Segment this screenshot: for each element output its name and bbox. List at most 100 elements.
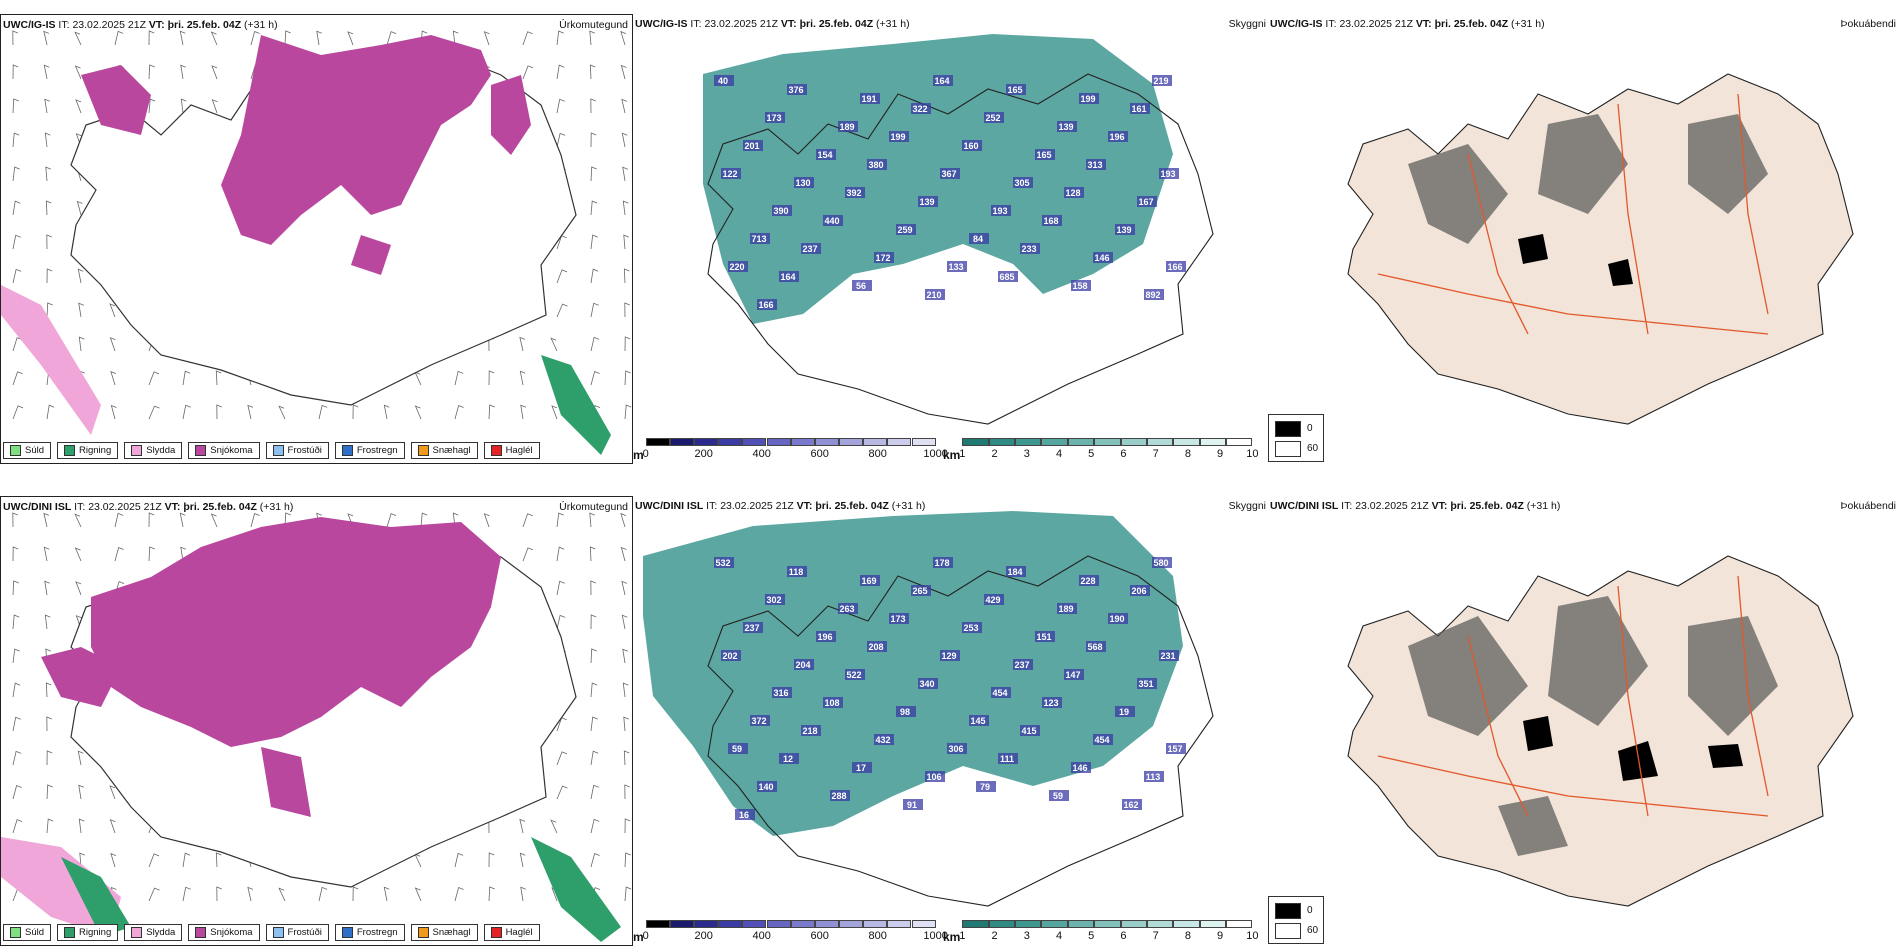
wind-barb (352, 886, 359, 902)
legend-swatch (272, 927, 284, 938)
visibility-label-bg (1137, 196, 1157, 207)
visibility-label: 390 (773, 206, 788, 216)
m-colorbar-1: m 0 200 400 600 800 1000 (633, 438, 948, 462)
wind-barb (180, 98, 187, 114)
visibility-label: 172 (875, 253, 890, 263)
visibility-label-bg (1057, 603, 1077, 614)
wind-barb (12, 682, 21, 698)
wind-barb (624, 404, 632, 420)
visibility-map-2: 532 118 169 178 184 228 580 302 263 265 429 189 206 2… (643, 511, 1214, 907)
visibility-label: 440 (824, 216, 839, 226)
wind-barb (46, 750, 53, 766)
visibility-label-bg (845, 187, 865, 198)
ptype-panel-2: UWC/DINI ISL IT: 23.02.2025 21Z VT: þri.… (0, 496, 633, 946)
visibility-label-bg (991, 205, 1011, 216)
wind-barb (114, 30, 124, 46)
fog-header-1: UWC/IG-IS IT: 23.02.2025 21Z VT: þri. 25… (1270, 18, 1545, 30)
wind-barb (483, 513, 490, 528)
wind-barb (590, 98, 596, 114)
visibility-label-bg (1006, 566, 1026, 577)
wind-barb (624, 336, 631, 352)
colorbar-tick: 9 (1217, 448, 1224, 460)
wind-barb (621, 132, 628, 148)
visibility-label-bg (860, 93, 880, 104)
model-name: UWC/DINI ISL (3, 501, 72, 513)
wind-barb (78, 302, 84, 318)
fog-legend-label: 0 (1307, 905, 1313, 916)
colorbar-tick: 200 (694, 448, 713, 460)
wind-barb (44, 98, 50, 114)
legend-item-frostúði: Frostúði (265, 924, 329, 941)
colorbar-segment (1094, 920, 1121, 928)
colorbar-segment (988, 920, 1016, 928)
visibility-label: 79 (980, 782, 990, 792)
wind-barb (590, 268, 599, 284)
legend-item-frostregn: Frostregn (334, 442, 405, 459)
wind-barb (414, 371, 422, 386)
visibility-label-bg (787, 84, 807, 95)
colorbar-segment (645, 920, 670, 928)
colorbar-unit: m (633, 930, 644, 944)
legend-swatch (10, 445, 21, 456)
visibility-label: 154 (817, 150, 832, 160)
it-label: IT: (1341, 500, 1353, 512)
visibility-label-bg (940, 650, 960, 661)
visibility-label-bg (1020, 243, 1040, 254)
visibility-label-bg (823, 697, 843, 708)
wind-barb (78, 818, 85, 834)
visibility-label: 139 (1058, 122, 1073, 132)
visibility-label-bg (838, 121, 858, 132)
visibility-label-bg (969, 233, 989, 244)
visibility-label-bg (728, 743, 748, 754)
km-colorbar-1: km 1 2 3 4 5 6 7 8 9 10 (943, 438, 1258, 462)
wind-barb (247, 404, 254, 420)
colorbar-unit: km (943, 930, 961, 944)
colorbar-tick: 4 (1055, 448, 1063, 460)
visibility-label-bg (867, 159, 887, 170)
wind-barb (45, 682, 52, 698)
visibility-label-bg (1064, 669, 1084, 680)
fog-legend-2: 0 60 (1268, 896, 1324, 944)
visibility-label: 415 (1021, 726, 1036, 736)
colorbar-segment (766, 438, 791, 446)
wind-barb (109, 785, 116, 800)
colorbar-segment (839, 438, 864, 446)
wind-barb (590, 200, 598, 216)
visibility-label-bg (714, 557, 734, 568)
visibility-label-bg (1115, 224, 1135, 235)
colorbar-tick: 400 (752, 448, 771, 460)
wind-barb (556, 64, 565, 80)
colorbar-tick: 6 (1120, 448, 1127, 460)
it-label: IT: (74, 501, 86, 513)
visibility-label: 263 (839, 604, 854, 614)
visibility-label: 190 (1109, 614, 1124, 624)
fog-panel-1: UWC/IG-IS IT: 23.02.2025 21Z VT: þri. 25… (1268, 14, 1900, 464)
fog-legend-swatch (1275, 421, 1301, 437)
visibility-label: 130 (795, 178, 810, 188)
visibility-label: 206 (1131, 586, 1146, 596)
visibility-label: 139 (919, 197, 934, 207)
legend-label: Súld (25, 445, 45, 456)
wind-barb (550, 819, 558, 834)
legend-swatch (131, 445, 143, 456)
colorbar-segment (790, 920, 815, 928)
wind-barb (210, 513, 218, 528)
visibility-label: 580 (1153, 558, 1168, 568)
wind-barb (45, 166, 51, 182)
visibility-label-bg (1144, 771, 1164, 782)
visibility-label: 454 (992, 688, 1007, 698)
wind-barb (182, 404, 191, 420)
wind-barb (556, 303, 568, 318)
road-network (1377, 93, 1769, 335)
legend-swatch (490, 445, 502, 456)
visibility-label-bg (925, 289, 945, 300)
visibility-label: 252 (985, 113, 1000, 123)
it-value: 23.02.2025 21Z (72, 19, 146, 31)
visibility-label: 161 (1131, 104, 1146, 114)
visibility-label-bg (1035, 149, 1055, 160)
visibility-label-bg (889, 613, 909, 624)
visibility-label: 220 (729, 262, 744, 272)
visibility-label: 231 (1160, 651, 1175, 661)
wind-barb (383, 404, 390, 420)
wind-barb (624, 302, 630, 318)
